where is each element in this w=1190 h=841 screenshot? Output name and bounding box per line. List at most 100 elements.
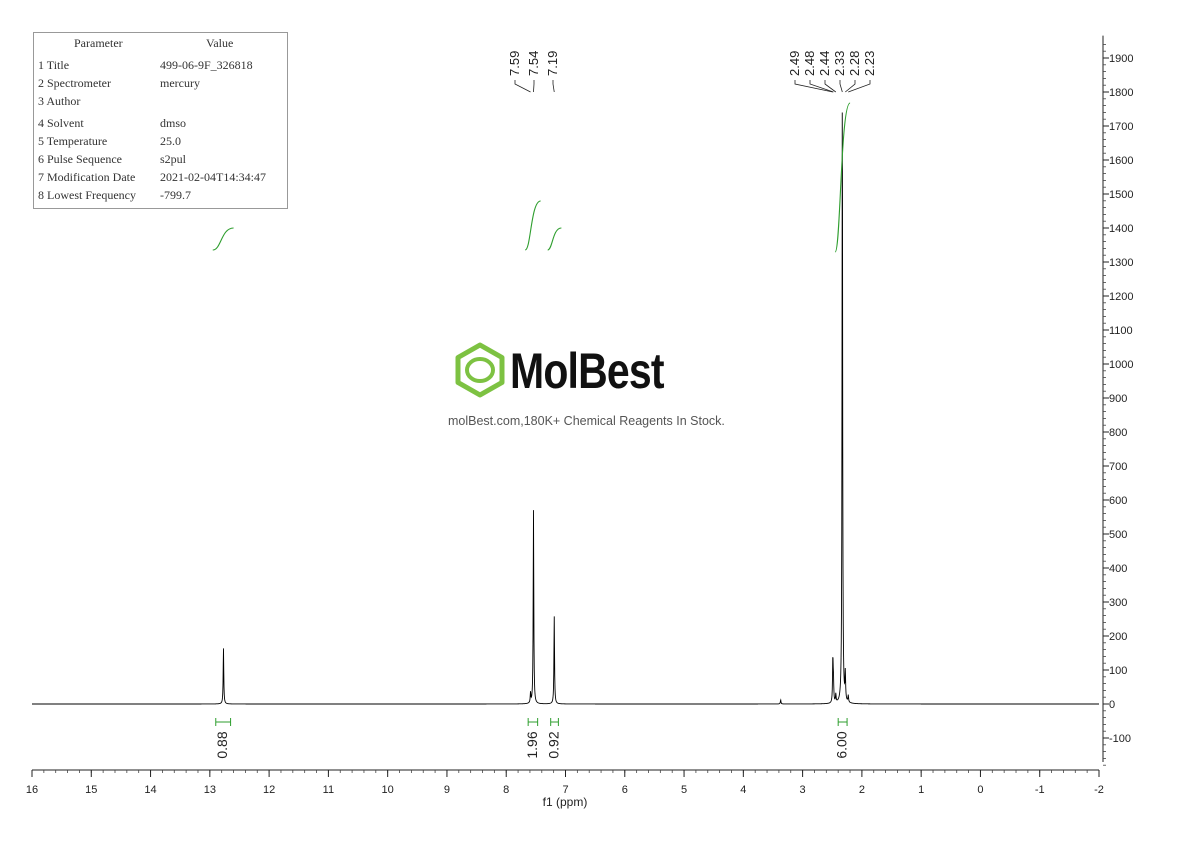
peak-label-leader <box>848 80 871 93</box>
peak-label: 2.33 <box>832 51 847 76</box>
parameter-row: 1 Title 499-06-9F_326818 <box>34 58 287 74</box>
peak-label-leader <box>845 80 856 93</box>
y-tick-label: 500 <box>1109 529 1127 541</box>
x-tick-label: 10 <box>382 784 394 796</box>
parameter-value: -799.7 <box>160 188 191 202</box>
parameter-key: 8 Lowest Frequency <box>38 188 136 202</box>
parameter-value: mercury <box>160 76 200 90</box>
parameter-key: 4 Solvent <box>38 116 84 130</box>
benzene-ring-icon <box>455 342 505 398</box>
peak-label: 2.28 <box>847 51 862 76</box>
peak-label-leader <box>552 80 555 93</box>
peak-label: 2.48 <box>802 51 817 76</box>
peak-label-leader <box>809 80 834 93</box>
y-tick-label: 1100 <box>1109 325 1133 337</box>
value-header-label: Value <box>206 36 234 50</box>
y-tick-label: 0 <box>1109 699 1115 711</box>
y-tick-label: 200 <box>1109 631 1127 643</box>
y-tick-label: 1200 <box>1109 291 1133 303</box>
parameter-key: 5 Temperature <box>38 134 108 148</box>
y-tick-label: 1300 <box>1109 257 1133 269</box>
y-tick-label: 900 <box>1109 393 1127 405</box>
integral-curve <box>212 227 234 251</box>
parameter-table-header: Parameter Value <box>34 36 287 52</box>
parameter-key: 1 Title <box>38 58 70 72</box>
peak-label-leader <box>794 80 833 93</box>
x-tick-label: 12 <box>263 784 275 796</box>
y-tick-label: -100 <box>1109 733 1131 745</box>
y-tick-label: 1000 <box>1109 359 1133 371</box>
parameter-row: 5 Temperature 25.0 <box>34 134 287 150</box>
integral-curve <box>547 227 562 251</box>
y-tick-label: 1900 <box>1109 53 1133 65</box>
parameter-value: 499-06-9F_326818 <box>160 58 253 72</box>
y-tick-label: 1700 <box>1109 121 1133 133</box>
parameter-value: dmso <box>160 116 187 130</box>
y-tick-label: 1800 <box>1109 87 1133 99</box>
parameter-row: 8 Lowest Frequency -799.7 <box>34 188 287 204</box>
parameter-value: 25.0 <box>160 134 181 148</box>
integral-value: 6.00 <box>834 731 850 758</box>
peak-label: 7.54 <box>526 51 541 76</box>
peak-label: 2.44 <box>817 51 832 76</box>
integral-value: 0.88 <box>214 731 230 758</box>
y-tick-label: 600 <box>1109 495 1127 507</box>
x-tick-label: 7 <box>562 784 568 796</box>
y-tick-label: 400 <box>1109 563 1127 575</box>
x-tick-label: 4 <box>740 784 746 796</box>
integral-value: 0.92 <box>546 731 562 758</box>
parameter-row: 7 Modification Date 2021-02-04T14:34:47 <box>34 170 287 186</box>
y-tick-label: 100 <box>1109 665 1127 677</box>
peak-label-leader <box>514 80 531 93</box>
parameter-header-label: Parameter <box>74 36 123 50</box>
x-tick-label: 3 <box>800 784 806 796</box>
y-tick-label: 800 <box>1109 427 1127 439</box>
logo-wordmark: MolBest <box>510 343 665 399</box>
peak-label: 7.59 <box>507 51 522 76</box>
parameter-table: Parameter Value 1 Title 499-06-9F_326818… <box>33 32 288 209</box>
integral-curve <box>834 102 851 253</box>
x-tick-label: 13 <box>204 784 216 796</box>
x-tick-label: 16 <box>26 784 38 796</box>
x-tick-label: 11 <box>323 784 334 796</box>
integral-curve <box>524 200 541 251</box>
peak-label: 2.23 <box>862 51 877 76</box>
parameter-row: 4 Solvent dmso <box>34 116 287 132</box>
x-tick-label: 9 <box>444 784 450 796</box>
y-tick-label: 300 <box>1109 597 1127 609</box>
parameter-row: 6 Pulse Sequence s2pul <box>34 152 287 168</box>
peak-label: 7.19 <box>545 51 560 76</box>
x-tick-label: -1 <box>1035 784 1045 796</box>
parameter-key: 7 Modification Date <box>38 170 136 184</box>
y-tick-label: 1400 <box>1109 223 1133 235</box>
x-tick-label: 1 <box>918 784 924 796</box>
spectrum-trace <box>32 112 1099 705</box>
peak-label-leader <box>533 80 535 93</box>
parameter-key: 6 Pulse Sequence <box>38 152 122 166</box>
peak-label-leader <box>839 80 843 93</box>
parameter-value: 2021-02-04T14:34:47 <box>160 170 266 184</box>
x-tick-label: 8 <box>503 784 509 796</box>
x-tick-label: 14 <box>144 784 156 796</box>
integral-value: 1.96 <box>524 731 540 758</box>
parameter-row: 3 Author <box>34 94 287 110</box>
x-tick-label: 2 <box>859 784 865 796</box>
y-tick-label: 700 <box>1109 461 1127 473</box>
x-tick-label: 6 <box>622 784 628 796</box>
parameter-key: 2 Spectrometer <box>38 76 111 90</box>
x-tick-label: 5 <box>681 784 687 796</box>
parameter-key: 3 Author <box>38 94 81 108</box>
peak-label-leader <box>824 80 837 93</box>
y-tick-label: 1600 <box>1109 155 1133 167</box>
x-tick-label: -2 <box>1094 784 1104 796</box>
parameter-row: 2 Spectrometer mercury <box>34 76 287 92</box>
parameter-value: s2pul <box>160 152 187 166</box>
x-axis-label: f1 (ppm) <box>543 795 588 809</box>
peak-label: 2.49 <box>787 51 802 76</box>
x-tick-label: 15 <box>85 784 97 796</box>
molbest-logo: MolBest <box>452 342 682 400</box>
x-tick-label: 0 <box>977 784 983 796</box>
watermark-tagline: molBest.com,180K+ Chemical Reagents In S… <box>448 414 725 428</box>
y-tick-label: 1500 <box>1109 189 1133 201</box>
